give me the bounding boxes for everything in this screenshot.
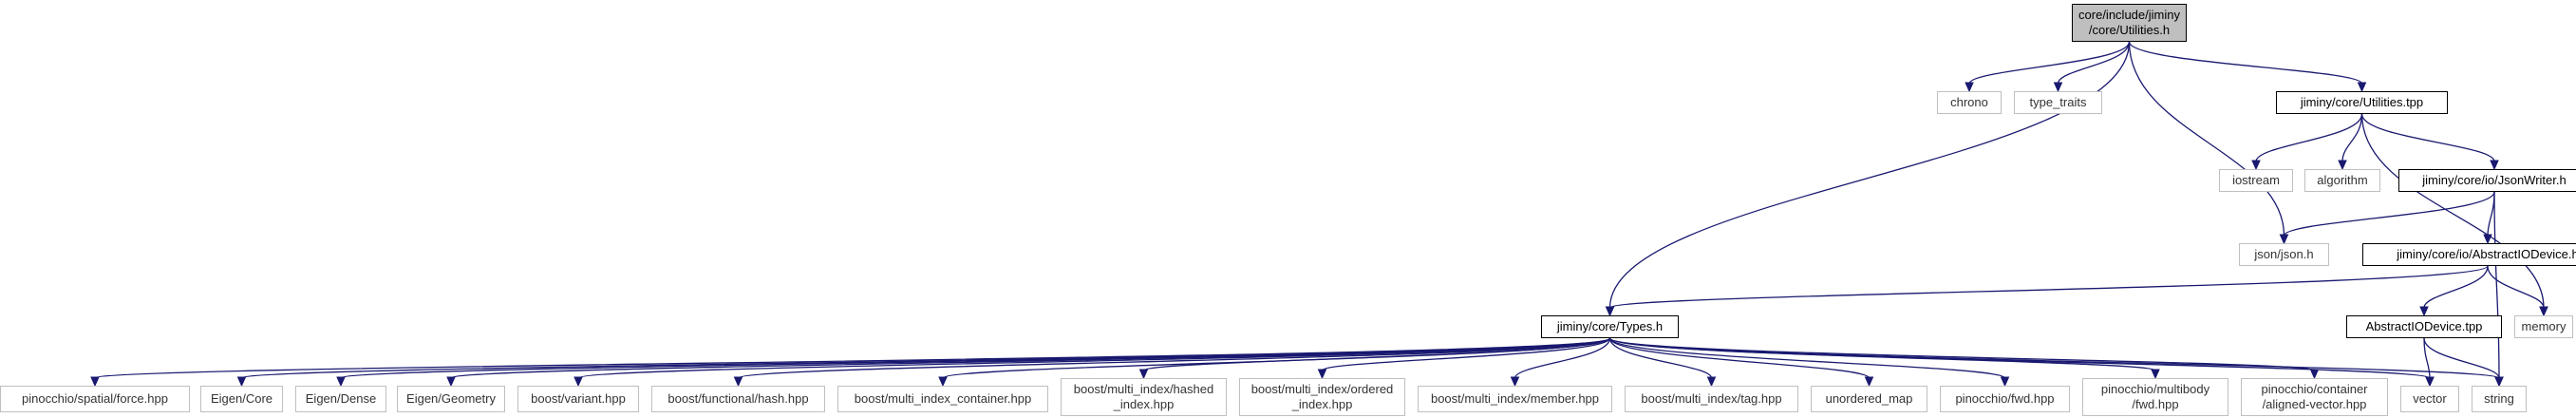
node-boost-ordered: boost/multi_index/ordered _index.hpp xyxy=(1239,378,1405,416)
node-force-hpp: pinocchio/spatial/force.hpp xyxy=(0,386,190,412)
edge-types_h-to-boost_ordered xyxy=(1321,337,1611,371)
node-eigen-geometry: Eigen/Geometry xyxy=(397,386,505,412)
node-vector: vector xyxy=(2400,386,2459,412)
edge-abstractiodevice_tpp-to-vector xyxy=(2423,337,2431,379)
edge-utilities_h-to-types_h xyxy=(1608,41,2131,309)
arrowhead-boost_hash xyxy=(733,376,743,388)
edge-utilities_tpp-to-memory xyxy=(2360,113,2545,309)
node-chrono: chrono xyxy=(1937,91,2002,114)
node-jsonwriter-h[interactable]: jiminy/core/io/JsonWriter.h xyxy=(2398,169,2576,192)
arrowhead-pin_aligned xyxy=(2309,369,2320,380)
edge-types_h-to-boost_variant xyxy=(577,337,1611,379)
node-pin-fwd: pinocchio/fwd.hpp xyxy=(1940,386,2070,412)
arrowhead-string xyxy=(2494,376,2504,388)
node-eigen-dense: Eigen/Dense xyxy=(295,386,386,412)
node-memory: memory xyxy=(2514,315,2573,338)
arrowhead-boost_mic xyxy=(938,376,948,388)
arrowhead-boost_hashed xyxy=(1138,369,1149,380)
arrowhead-eigen_dense xyxy=(336,376,346,388)
arrowhead-iostream xyxy=(2251,160,2261,171)
edge-types_h-to-string xyxy=(1608,337,2500,379)
arrowhead-boost_ordered xyxy=(1317,369,1327,380)
arrowhead-unordered_map xyxy=(1864,376,1874,388)
node-boost-tag: boost/multi_index/tag.hpp xyxy=(1625,386,1798,412)
edge-utilities_h-to-utilities_tpp xyxy=(2128,41,2363,85)
node-utilities-tpp[interactable]: jiminy/core/Utilities.tpp xyxy=(2276,91,2448,114)
node-unordered-map: unordered_map xyxy=(1811,386,1927,412)
arrowhead-eigen_geometry xyxy=(446,376,456,388)
arrowhead-abstractiodevice_tpp xyxy=(2419,306,2429,317)
edge-types_h-to-boost_hash xyxy=(737,337,1611,379)
arrowhead-pin_mb_fwd xyxy=(2151,369,2160,380)
node-boost-variant: boost/variant.hpp xyxy=(517,386,639,412)
edge-jsonwriter_h-to-string xyxy=(2493,191,2500,379)
edge-types_h-to-boost_member xyxy=(1514,337,1611,379)
node-type-traits: type_traits xyxy=(2014,91,2102,114)
node-iostream: iostream xyxy=(2219,169,2293,192)
arrowhead-types_h xyxy=(1605,306,1615,317)
edge-types_h-to-boost_hashed xyxy=(1142,337,1611,371)
arrowhead-boost_tag xyxy=(1706,376,1717,388)
edge-types_h-to-boost_tag xyxy=(1608,337,1713,379)
edge-utilities_tpp-to-algorithm xyxy=(2341,113,2363,162)
arrowhead-type_traits xyxy=(2053,82,2063,93)
arrowhead-json_h xyxy=(2279,234,2289,245)
edge-types_h-to-eigen_core xyxy=(240,337,1611,379)
node-pin-mb-fwd: pinocchio/multibody /fwd.hpp xyxy=(2082,378,2228,416)
arrowhead-algorithm xyxy=(2338,160,2347,171)
arrowhead-pin_fwd xyxy=(2000,376,2010,388)
edge-utilities_h-to-type_traits xyxy=(2057,41,2131,85)
node-types-h[interactable]: jiminy/core/Types.h xyxy=(1541,315,1679,338)
node-algorithm: algorithm xyxy=(2304,169,2380,192)
edge-utilities_h-to-chrono xyxy=(1968,41,2131,85)
edge-types_h-to-unordered_map xyxy=(1608,337,1871,379)
node-string: string xyxy=(2472,386,2527,412)
node-eigen-core: Eigen/Core xyxy=(200,386,283,412)
arrowhead-force_hpp xyxy=(90,376,100,388)
arrowhead-chrono xyxy=(1965,82,1974,93)
arrowhead-jsonwriter_h xyxy=(2490,160,2499,171)
node-abstractiodevice-h[interactable]: jiminy/core/io/AbstractIODevice.h xyxy=(2362,243,2576,266)
arrowhead-memory xyxy=(2539,306,2548,317)
node-json-h: json/json.h xyxy=(2239,243,2329,266)
edge-utilities_tpp-to-jsonwriter_h xyxy=(2360,113,2495,162)
arrowhead-eigen_core xyxy=(236,376,247,388)
edge-utilities_h-to-json_h xyxy=(2128,41,2285,237)
arrowhead-vector xyxy=(2425,376,2435,388)
arrowhead-utilities_tpp xyxy=(2357,82,2367,93)
edge-abstractiodevice_tpp-to-string xyxy=(2423,337,2500,379)
node-utilities-h[interactable]: core/include/jiminy /core/Utilities.h xyxy=(2072,4,2187,42)
node-boost-hash: boost/functional/hash.hpp xyxy=(651,386,825,412)
edge-abstractiodevice_h-to-memory xyxy=(2487,265,2545,309)
arrowhead-boost_member xyxy=(1510,376,1520,388)
edge-abstractiodevice_h-to-abstractiodevice_tpp xyxy=(2423,265,2489,309)
edge-types_h-to-pin_fwd xyxy=(1608,337,2006,379)
node-boost-hashed: boost/multi_index/hashed _index.hpp xyxy=(1061,378,1227,416)
node-boost-mic: boost/multi_index_container.hpp xyxy=(837,386,1048,412)
edge-jsonwriter_h-to-json_h xyxy=(2283,191,2495,237)
edge-utilities_tpp-to-iostream xyxy=(2255,113,2363,162)
arrowhead-abstractiodevice_h xyxy=(2483,234,2492,245)
node-boost-member: boost/multi_index/member.hpp xyxy=(1418,386,1612,412)
arrowhead-boost_variant xyxy=(573,376,583,388)
node-pin-aligned: pinocchio/container /aligned-vector.hpp xyxy=(2241,378,2388,416)
node-abstractiodevice-tpp[interactable]: AbstractIODevice.tpp xyxy=(2346,315,2502,338)
edge-abstractiodevice_h-to-types_h xyxy=(1608,265,2489,309)
